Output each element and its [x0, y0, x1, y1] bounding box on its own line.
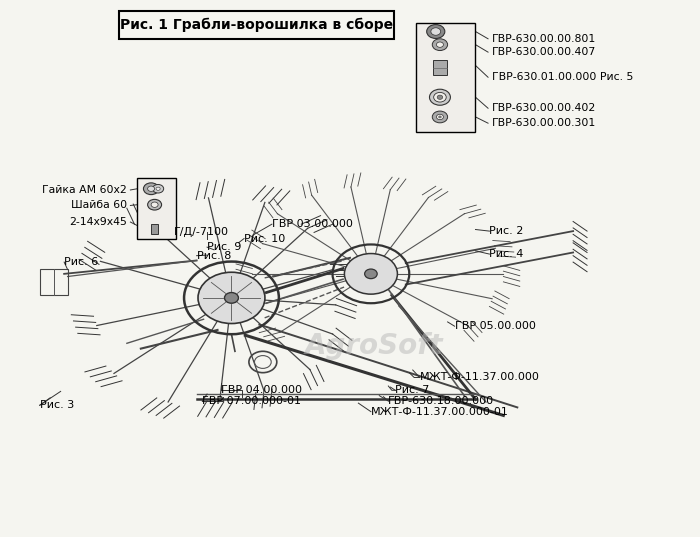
Text: ГВР-630.00.00.407: ГВР-630.00.00.407 — [491, 47, 596, 57]
Text: МЖТ-Ф-11.37.00.000-01: МЖТ-Ф-11.37.00.000-01 — [371, 407, 509, 417]
Text: Рис. 9: Рис. 9 — [207, 242, 241, 252]
Circle shape — [156, 187, 160, 190]
Bar — [137, 178, 176, 239]
Text: Шайба 60: Шайба 60 — [71, 200, 127, 211]
Circle shape — [198, 272, 265, 323]
Text: Рис. 2: Рис. 2 — [489, 226, 524, 236]
Text: AgroSoft: AgroSoft — [305, 332, 444, 360]
Circle shape — [433, 39, 447, 50]
Text: ГВР-630.00.00.402: ГВР-630.00.00.402 — [491, 103, 596, 113]
Circle shape — [151, 202, 158, 207]
Circle shape — [434, 92, 446, 102]
Circle shape — [437, 42, 443, 47]
Circle shape — [225, 293, 239, 303]
Text: Рис. 8: Рис. 8 — [197, 251, 231, 260]
Text: Рис. 6: Рис. 6 — [64, 257, 99, 267]
Circle shape — [365, 269, 377, 279]
Text: ГВР 04.00.000: ГВР 04.00.000 — [221, 386, 302, 395]
Circle shape — [431, 28, 440, 35]
Text: ГВР-630.18.00.000: ГВР-630.18.00.000 — [389, 396, 494, 406]
Text: ГВР 07.00.000-01: ГВР 07.00.000-01 — [202, 396, 301, 406]
Circle shape — [148, 199, 162, 210]
Bar — [118, 11, 394, 39]
Circle shape — [153, 185, 164, 193]
Text: 2-14х9х45: 2-14х9х45 — [69, 217, 127, 227]
Text: Рис. 10: Рис. 10 — [244, 234, 286, 244]
Circle shape — [438, 95, 442, 99]
Bar — [416, 23, 475, 132]
Text: Гайка АМ 60х2: Гайка АМ 60х2 — [42, 185, 127, 195]
Text: Рис. 7: Рис. 7 — [395, 386, 430, 395]
Text: Рис. 4: Рис. 4 — [489, 249, 524, 259]
Circle shape — [148, 186, 155, 191]
Circle shape — [438, 116, 441, 118]
Circle shape — [437, 114, 443, 120]
Text: Рис. 3: Рис. 3 — [40, 400, 74, 410]
Circle shape — [433, 111, 447, 123]
Text: ГВР-630.00.00.301: ГВР-630.00.00.301 — [491, 118, 596, 128]
Text: МЖТ-Ф-11.37.00.000: МЖТ-Ф-11.37.00.000 — [420, 373, 540, 382]
Circle shape — [430, 89, 450, 105]
Circle shape — [427, 25, 444, 39]
Text: Рис. 1 Грабли-ворошилка в сборе: Рис. 1 Грабли-ворошилка в сборе — [120, 18, 393, 32]
Bar — [151, 224, 158, 234]
Text: ГВР 03.00.000: ГВР 03.00.000 — [272, 219, 353, 229]
Text: ГВР-630.00.00.801: ГВР-630.00.00.801 — [491, 34, 596, 44]
Bar — [433, 60, 447, 75]
Text: ГВР-630.01.00.000 Рис. 5: ГВР-630.01.00.000 Рис. 5 — [491, 72, 633, 82]
Bar — [40, 268, 68, 295]
Circle shape — [344, 253, 398, 294]
Circle shape — [144, 183, 159, 194]
Text: Г/Д/-7100: Г/Д/-7100 — [174, 227, 230, 237]
Text: ГВР 05.00.000: ГВР 05.00.000 — [454, 321, 536, 331]
